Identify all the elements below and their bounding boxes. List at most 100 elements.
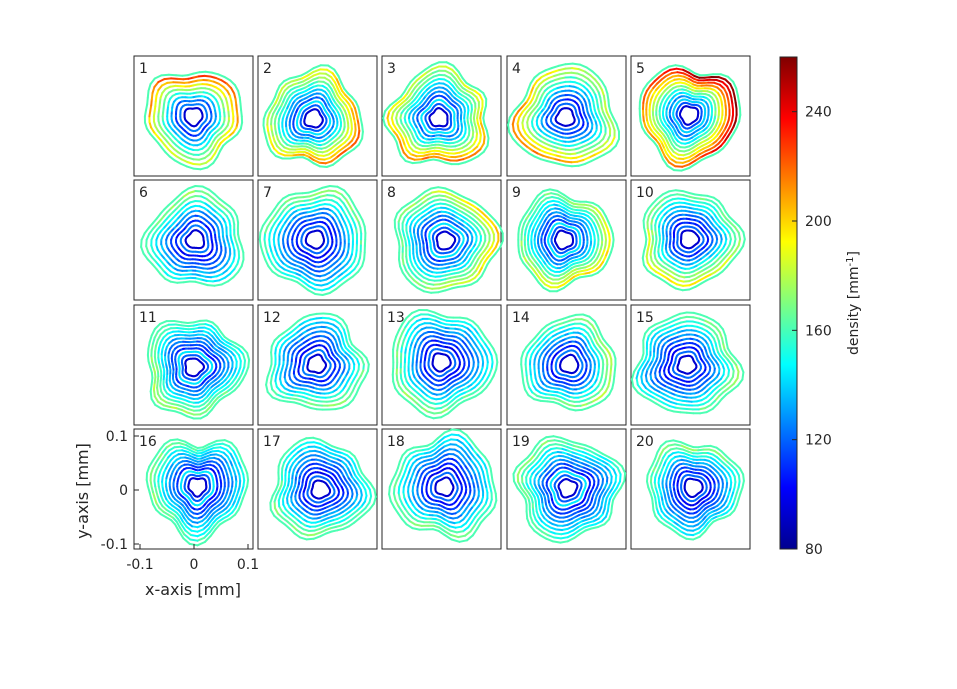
panel-8: 8: [381, 179, 504, 301]
contour-segment: [450, 72, 457, 80]
contour-segment: [312, 68, 322, 73]
contour-segment: [335, 78, 341, 87]
contour-segment: [262, 111, 267, 120]
panel-6: 6: [133, 179, 254, 301]
contour-segment: [608, 233, 611, 241]
contour-segment: [390, 117, 395, 125]
contour-segment: [444, 69, 453, 75]
contour-segment: [431, 190, 440, 194]
contour-segment: [413, 158, 423, 161]
contour-segment: [234, 84, 240, 92]
contour-segment: [431, 287, 440, 290]
contour-segment: [223, 75, 232, 82]
contour-segment: [229, 79, 236, 87]
contour-segment: [736, 94, 740, 103]
contour-segment: [170, 77, 179, 80]
contour-segment: [206, 284, 216, 287]
panel-label: 3: [387, 61, 396, 77]
contour-segment: [290, 153, 300, 157]
contour-segment: [400, 145, 405, 154]
contour-segment: [328, 185, 339, 188]
contour-segment: [273, 147, 280, 155]
contour-segment: [179, 162, 188, 168]
contour-segment: [238, 96, 242, 105]
contour-segment: [233, 92, 237, 101]
contour-segment: [277, 152, 286, 157]
contour-segment: [674, 165, 684, 168]
contour-segment: [143, 109, 147, 118]
contour-segment: [166, 81, 175, 84]
contour-segment: [314, 293, 324, 296]
contour-segment: [357, 123, 361, 132]
contour-segment: [324, 72, 333, 79]
contour-segment: [318, 165, 328, 168]
contour-segment: [147, 83, 152, 92]
contour-segment: [476, 140, 482, 148]
contour-segment: [511, 123, 515, 132]
contour-segment: [422, 153, 430, 157]
contour-segment: [218, 235, 221, 241]
contour-segment: [229, 234, 233, 241]
contour-segment: [333, 68, 340, 78]
contour-segment: [478, 127, 482, 137]
contour-segment: [431, 69, 440, 74]
contour-segment: [230, 87, 236, 95]
contour-segment: [424, 286, 434, 290]
contour-segment: [638, 94, 642, 103]
contour-segment: [222, 235, 225, 241]
contour-segment: [160, 73, 170, 77]
contour-segment: [204, 70, 213, 74]
contour-segment: [167, 73, 178, 77]
contour-segment: [312, 72, 321, 77]
panel-label: 1: [139, 61, 148, 77]
contour-segment: [348, 113, 352, 120]
contour-segment: [314, 288, 323, 292]
contour-segment: [199, 166, 209, 171]
contour-segment: [409, 153, 418, 158]
contour-segment: [468, 152, 477, 158]
contour-segment: [349, 141, 357, 148]
contour-segment: [237, 233, 241, 241]
contour-segment: [198, 161, 208, 166]
contour-segment: [140, 238, 143, 248]
contour-segment: [571, 67, 580, 71]
contour-segment: [358, 137, 364, 146]
contour-segment: [153, 74, 163, 80]
contour-segment: [398, 258, 402, 268]
contour-segment: [237, 90, 241, 99]
contour-segment: [341, 114, 345, 120]
contour-segment: [288, 76, 297, 80]
contour-segment: [146, 89, 150, 99]
panel-4: 4: [506, 55, 627, 177]
contour-segment: [231, 110, 235, 118]
contour-segment: [482, 128, 486, 138]
contour-segment: [164, 151, 171, 158]
contour-segment: [231, 133, 239, 140]
contour-segment: [361, 124, 364, 133]
panel-1: 1: [133, 55, 254, 177]
contour-segment: [268, 135, 273, 144]
contour-segment: [150, 92, 154, 101]
contour-segment: [572, 115, 575, 119]
contour-segment: [342, 151, 350, 158]
contour-segment: [185, 165, 195, 170]
contour-segment: [454, 77, 461, 85]
contour-segment: [357, 129, 361, 139]
contour-segment: [217, 73, 226, 78]
contour-segment: [705, 73, 715, 77]
contour-segment: [703, 76, 713, 79]
contour-segment: [449, 76, 456, 84]
contour-segment: [359, 117, 364, 127]
panel-7: 7: [257, 179, 378, 301]
contour-segment: [580, 114, 583, 119]
contour-segment: [611, 232, 615, 241]
contour-segment: [173, 159, 182, 165]
contour-segment: [486, 137, 490, 147]
panel-label: 2: [263, 61, 272, 77]
contour-segment: [334, 81, 339, 90]
contour-segment: [208, 148, 214, 156]
contour-segment: [426, 71, 434, 78]
contour-segment: [462, 155, 471, 161]
contour-segment: [675, 67, 685, 71]
